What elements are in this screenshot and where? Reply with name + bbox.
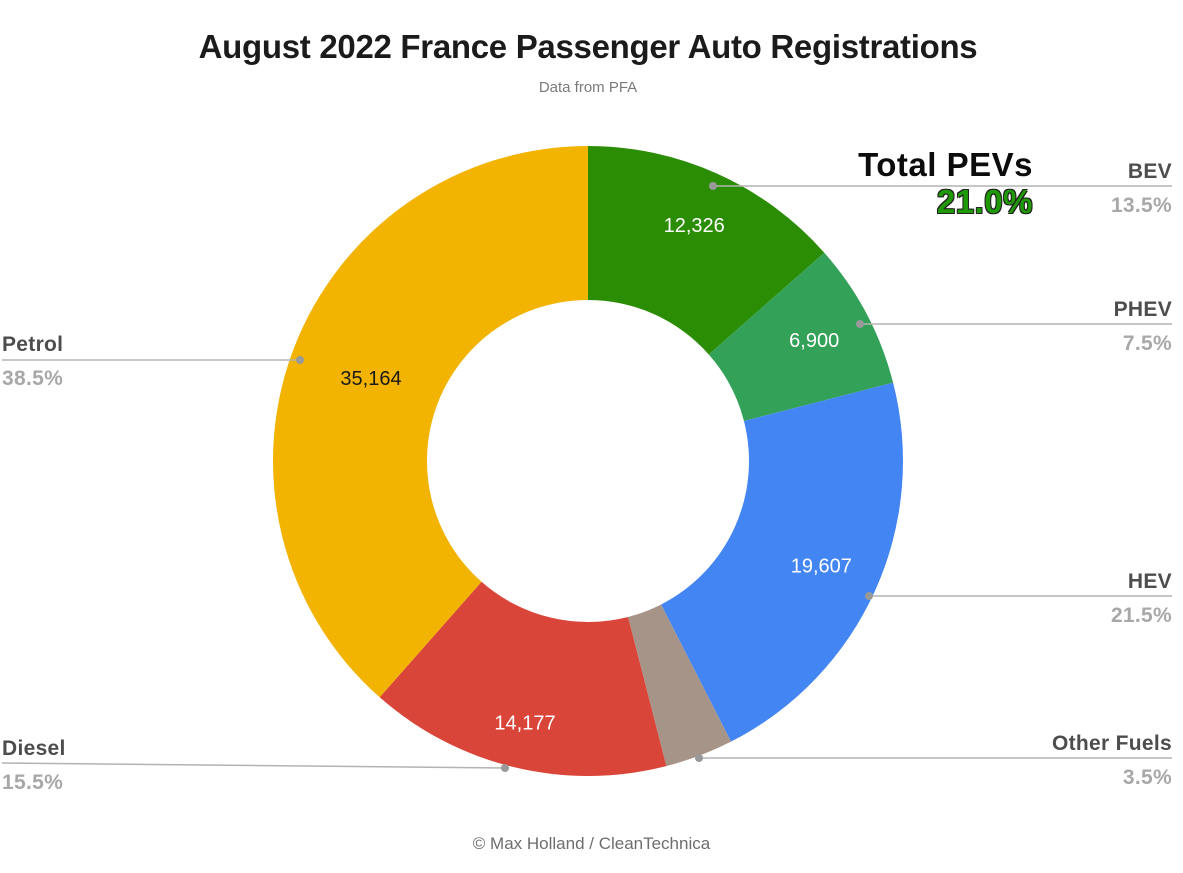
slice-label-petrol: Petrol 38.5% (2, 332, 63, 391)
slice-share-label: 3.5% (1122, 766, 1172, 789)
slice-label-phev: PHEV 7.5% (1114, 297, 1172, 356)
slice-value-phev: 6,900 (789, 330, 839, 352)
slice-value-petrol: 35,164 (340, 368, 401, 390)
slice-share-label: 15.5% (2, 771, 64, 794)
slice-label-bev: BEV 13.5% (1111, 159, 1172, 218)
credit-line: © Max Holland / CleanTechnica (472, 834, 711, 853)
slice-value-hev: 19,607 (791, 555, 852, 577)
slice-category-label: PHEV (1113, 298, 1172, 321)
leader-dot-diesel (501, 764, 509, 772)
leader-dot-phev (856, 320, 864, 328)
slice-share-label: 21.5% (1110, 604, 1172, 627)
slice-label-hev: HEV 21.5% (1111, 569, 1172, 628)
slice-value-diesel: 14,177 (494, 713, 555, 735)
slice-category-label: BEV (1127, 160, 1172, 183)
total-pevs-annotation: Total PEVs 21.0% (858, 148, 1033, 220)
leader-line-diesel (1, 762, 506, 769)
leader-dot-hev (865, 592, 873, 600)
leader-dot-bev (709, 182, 717, 190)
leader-dot-petrol (296, 356, 304, 364)
slice-share-label: 13.5% (1110, 194, 1172, 217)
chart-subtitle: Data from PFA (538, 79, 638, 96)
slice-value-bev: 12,326 (664, 215, 725, 237)
slice-category-label: Diesel (2, 737, 66, 760)
slice-category-label: HEV (1127, 570, 1172, 593)
slice-diesel (379, 581, 667, 776)
leader-dot-other-fuels (695, 754, 703, 762)
slice-other-fuels (628, 604, 732, 767)
slice-category-label: Other Fuels (1052, 732, 1172, 755)
slice-bev (588, 146, 825, 355)
slice-category-label: Petrol (2, 333, 64, 356)
slice-phev (708, 252, 894, 421)
total-pevs-value: 21.0% (936, 183, 1033, 220)
slice-share-label: 38.5% (2, 367, 64, 390)
slice-label-other-fuels: Other Fuels 3.5% (1052, 731, 1172, 790)
slice-petrol (273, 146, 588, 698)
chart-title: August 2022 France Passenger Auto Regist… (198, 28, 978, 65)
slice-label-diesel: Diesel 15.5% (2, 736, 66, 795)
slice-share-label: 7.5% (1122, 332, 1172, 355)
total-pevs-label: Total PEVs (858, 146, 1033, 183)
slice-hev (661, 382, 903, 742)
